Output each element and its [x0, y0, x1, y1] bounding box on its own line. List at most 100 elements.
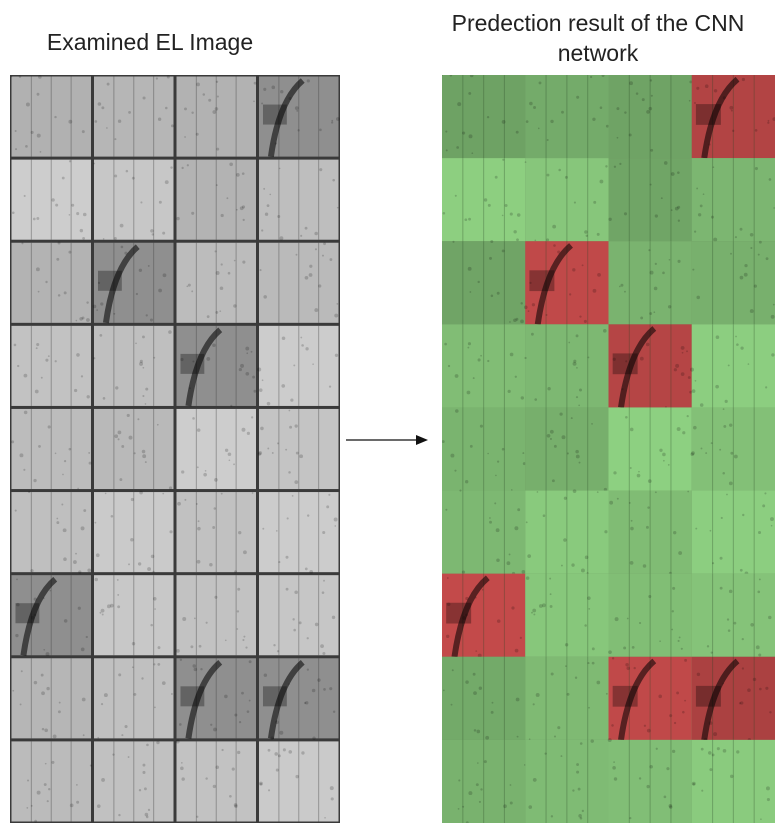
- cell-speck: [553, 444, 557, 448]
- cell-speck: [625, 662, 629, 667]
- cell-speck: [184, 498, 187, 501]
- cell-speck: [101, 778, 105, 782]
- cell-speck: [253, 389, 257, 393]
- crack-mark: [185, 659, 223, 739]
- cell-speck: [126, 413, 130, 418]
- cell-speck: [770, 314, 775, 319]
- cell-fill: [94, 76, 174, 157]
- cell-fill: [691, 573, 775, 657]
- cell-speck: [267, 447, 270, 450]
- cell-speck: [719, 448, 722, 451]
- cell-speck: [300, 234, 303, 237]
- cell-speck: [142, 454, 147, 459]
- cell-speck: [215, 310, 219, 314]
- cell-speck: [164, 180, 169, 185]
- defective-cell: [608, 324, 693, 409]
- cell-fill: [442, 739, 526, 823]
- cell-speck: [625, 360, 628, 363]
- cell-speck: [542, 514, 546, 518]
- cell-speck: [654, 262, 657, 265]
- cell-speck: [99, 611, 102, 614]
- cell-speck: [141, 677, 144, 680]
- cell-speck: [711, 753, 715, 757]
- cell-speck: [215, 270, 220, 275]
- cell-speck: [266, 204, 270, 208]
- cell-speck: [112, 753, 115, 756]
- cell-speck: [631, 646, 635, 649]
- cell-speck: [229, 162, 233, 167]
- cell-speck: [607, 738, 612, 743]
- cell-speck: [336, 206, 339, 209]
- cell-speck: [100, 608, 105, 613]
- cell-speck: [68, 119, 73, 124]
- cell-speck: [532, 703, 535, 706]
- cell-speck: [34, 819, 38, 823]
- cell-speck: [573, 359, 577, 363]
- cell-speck: [323, 242, 326, 246]
- cell-speck: [170, 166, 173, 169]
- cell-speck: [572, 489, 577, 493]
- cell-speck: [14, 130, 17, 133]
- cell-speck: [301, 751, 305, 755]
- cell-speck: [576, 366, 578, 369]
- cell-speck: [629, 467, 632, 469]
- cell-speck: [16, 602, 20, 607]
- cell-speck: [63, 460, 67, 463]
- cell-speck: [135, 342, 137, 345]
- cell-speck: [106, 127, 108, 129]
- cell-fill: [11, 325, 91, 406]
- cell-speck: [200, 668, 203, 671]
- cell-fill: [525, 407, 609, 491]
- cell-speck: [730, 451, 734, 455]
- cell-speck: [677, 205, 681, 209]
- cell-speck: [709, 768, 713, 772]
- cell-speck: [156, 740, 160, 745]
- cell-speck: [212, 110, 217, 114]
- cell-speck: [691, 389, 696, 393]
- cell-speck: [456, 146, 459, 149]
- cell-speck: [273, 644, 276, 647]
- cell-speck: [193, 667, 198, 672]
- solar-cell: [176, 575, 256, 656]
- cell-speck: [520, 319, 524, 324]
- cell-fill: [691, 241, 775, 325]
- solar-cell: [525, 656, 609, 741]
- cell-speck: [314, 248, 317, 251]
- cell-speck: [749, 309, 754, 314]
- cell-speck: [264, 212, 269, 216]
- cell-fill: [94, 325, 174, 406]
- solar-cell: [11, 408, 92, 490]
- cell-speck: [11, 440, 15, 444]
- cell-speck: [695, 527, 698, 530]
- cell-speck: [219, 286, 224, 291]
- cell-speck: [531, 303, 536, 307]
- cell-speck: [579, 315, 582, 318]
- cell-speck: [483, 198, 488, 202]
- cell-speck: [483, 760, 487, 764]
- cell-speck: [267, 748, 271, 752]
- cell-speck: [599, 106, 603, 109]
- cell-speck: [79, 317, 83, 321]
- cell-speck: [135, 292, 139, 296]
- cell-speck: [62, 473, 64, 476]
- cell-speck: [56, 517, 59, 520]
- cell-speck: [300, 336, 303, 339]
- cell-speck: [147, 264, 150, 267]
- cell-speck: [511, 606, 515, 610]
- cell-speck: [219, 310, 222, 312]
- cell-speck: [625, 415, 628, 419]
- cell-speck: [623, 646, 627, 650]
- cell-speck: [455, 409, 459, 413]
- cell-speck: [54, 360, 57, 363]
- cell-speck: [726, 493, 728, 496]
- cell-speck: [584, 624, 587, 627]
- cell-speck: [124, 725, 128, 729]
- cell-speck: [291, 494, 294, 497]
- cell-speck: [36, 217, 40, 220]
- solar-cell: [259, 492, 339, 574]
- cell-speck: [139, 490, 143, 495]
- solar-cell: [608, 573, 692, 657]
- cell-speck: [120, 245, 124, 249]
- cell-speck: [235, 208, 238, 211]
- cell-speck: [730, 109, 733, 112]
